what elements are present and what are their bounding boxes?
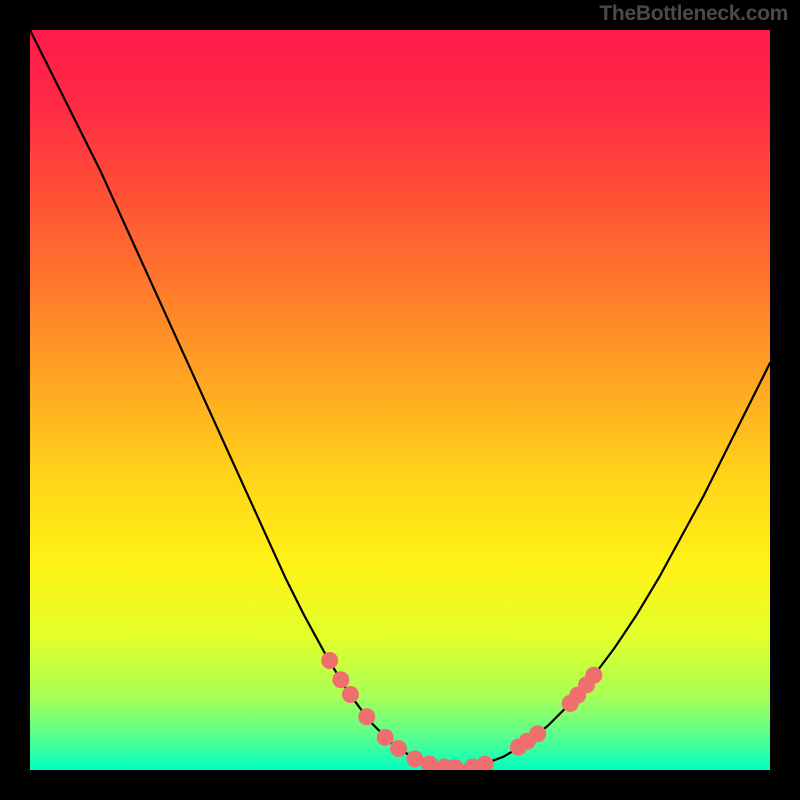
data-marker [358,708,375,725]
data-marker [377,729,394,746]
gradient-background [30,30,770,770]
data-marker [390,740,407,757]
bottleneck-chart [30,30,770,770]
data-marker [529,725,546,742]
chart-container: TheBottleneck.com [0,0,800,800]
data-marker [332,671,349,688]
data-marker [342,686,359,703]
data-marker [406,750,423,767]
data-marker [585,667,602,684]
data-marker [321,652,338,669]
watermark-text: TheBottleneck.com [599,2,788,26]
